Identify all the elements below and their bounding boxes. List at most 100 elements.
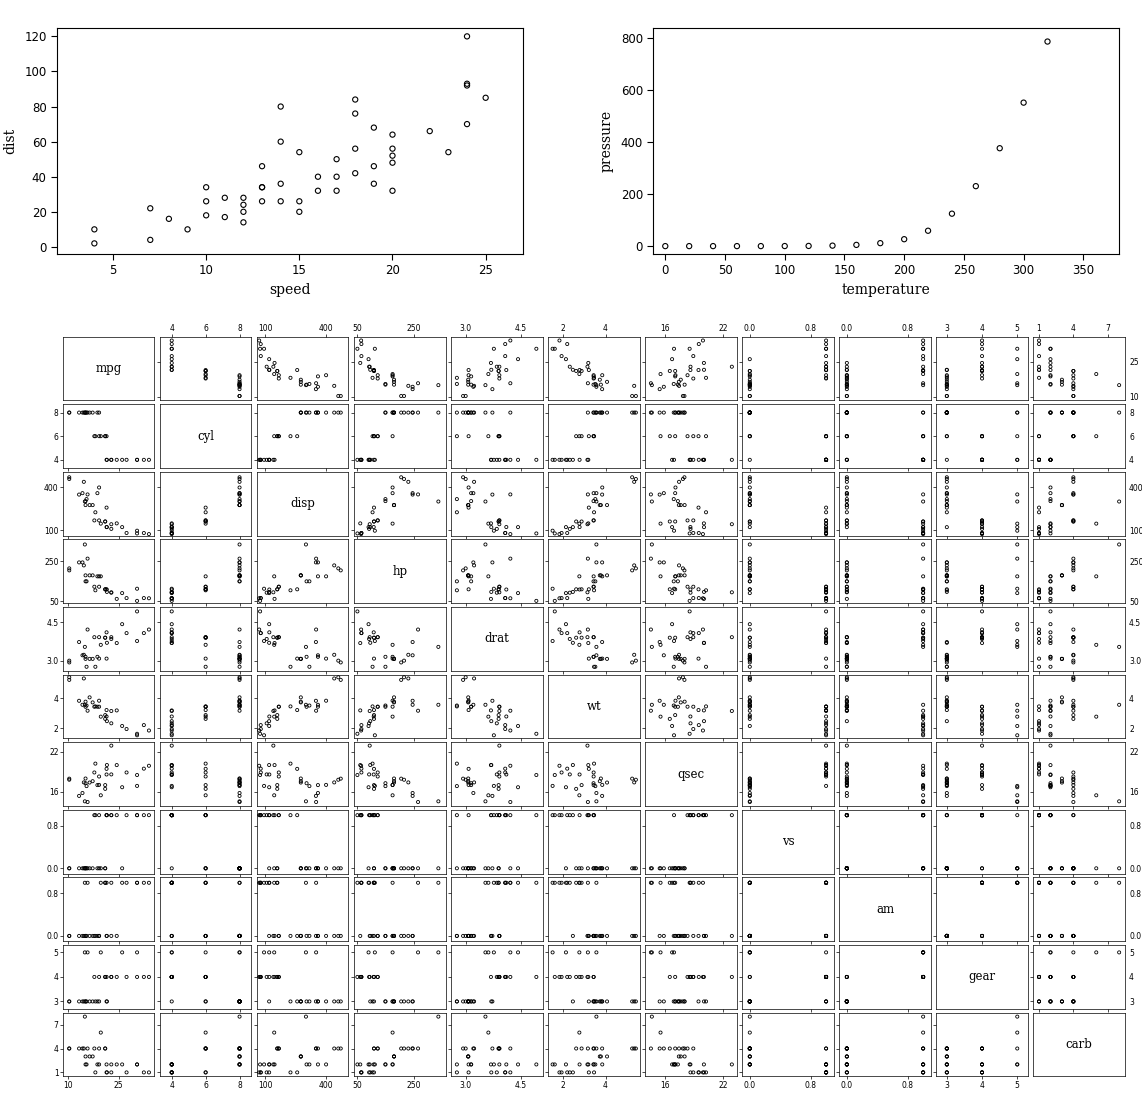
Point — [162, 874, 180, 892]
Point — [1008, 874, 1027, 892]
Point — [665, 404, 683, 422]
Point — [651, 634, 669, 651]
Point — [973, 806, 991, 824]
Point — [490, 581, 508, 598]
Point — [572, 874, 590, 892]
Point — [74, 927, 93, 945]
Point — [1042, 736, 1060, 754]
Point — [817, 633, 835, 650]
Point — [914, 1040, 932, 1058]
Point — [196, 628, 215, 646]
Point — [666, 992, 684, 1010]
Point — [91, 427, 110, 445]
Point — [580, 650, 598, 668]
Point — [580, 361, 598, 379]
Point — [497, 581, 515, 598]
Point — [113, 860, 131, 878]
Point — [741, 374, 759, 392]
Point — [196, 499, 215, 517]
Point — [741, 927, 759, 945]
Point — [77, 693, 95, 711]
Point — [674, 860, 692, 878]
Point — [741, 470, 759, 488]
Point — [463, 774, 481, 792]
Point — [265, 427, 283, 445]
Point — [361, 361, 379, 379]
Point — [448, 927, 466, 945]
Point — [482, 1055, 500, 1073]
Point — [593, 992, 611, 1010]
Point — [480, 786, 498, 804]
Point — [1110, 860, 1128, 878]
Point — [914, 776, 932, 794]
Point — [61, 654, 79, 671]
Point — [90, 860, 108, 878]
Point — [231, 1055, 249, 1073]
Point — [775, 237, 794, 255]
Point — [938, 650, 956, 668]
Point — [817, 590, 835, 607]
Point — [681, 725, 699, 743]
Point — [128, 1055, 146, 1073]
Point — [938, 373, 956, 391]
Point — [488, 968, 506, 986]
Point — [741, 362, 759, 380]
Point — [585, 648, 603, 666]
Point — [578, 450, 596, 468]
Point — [361, 628, 379, 646]
Point — [162, 331, 180, 349]
Point — [1042, 992, 1060, 1010]
Point — [838, 358, 856, 375]
Point — [838, 860, 856, 878]
Point — [231, 567, 249, 585]
Point — [364, 362, 383, 380]
Point — [1087, 708, 1105, 725]
Point — [251, 874, 270, 892]
Point — [642, 702, 660, 720]
Point — [97, 581, 115, 598]
Point — [741, 650, 759, 668]
Point — [490, 806, 508, 824]
Point — [938, 927, 956, 945]
Point — [73, 860, 91, 878]
Point — [384, 692, 402, 710]
Point — [682, 624, 700, 641]
Point — [1042, 968, 1060, 986]
Point — [592, 860, 610, 878]
Point — [463, 860, 481, 878]
Point — [690, 581, 708, 598]
Point — [369, 1040, 387, 1058]
Point — [1064, 427, 1083, 445]
Point — [465, 927, 483, 945]
Point — [817, 369, 835, 386]
Point — [162, 806, 180, 824]
Point — [490, 577, 508, 595]
Point — [88, 1055, 106, 1073]
Point — [384, 860, 402, 878]
Point — [75, 696, 94, 713]
Point — [297, 874, 315, 892]
Point — [741, 710, 759, 728]
Point — [1042, 404, 1060, 422]
Point — [484, 340, 502, 358]
Point — [579, 968, 597, 986]
Point — [231, 874, 249, 892]
Point — [590, 927, 609, 945]
Point — [369, 427, 387, 445]
Point — [260, 806, 279, 824]
Point — [973, 806, 991, 824]
Point — [938, 368, 956, 385]
Point — [490, 581, 508, 598]
Point — [297, 404, 315, 422]
Point — [938, 556, 956, 574]
Point — [490, 450, 508, 468]
Point — [564, 361, 582, 379]
Point — [938, 553, 956, 571]
Point — [288, 760, 306, 777]
Point — [741, 650, 759, 668]
Point — [162, 1055, 180, 1073]
Point — [817, 701, 835, 719]
Point — [135, 806, 153, 824]
Point — [817, 524, 835, 542]
Point — [817, 1063, 835, 1081]
